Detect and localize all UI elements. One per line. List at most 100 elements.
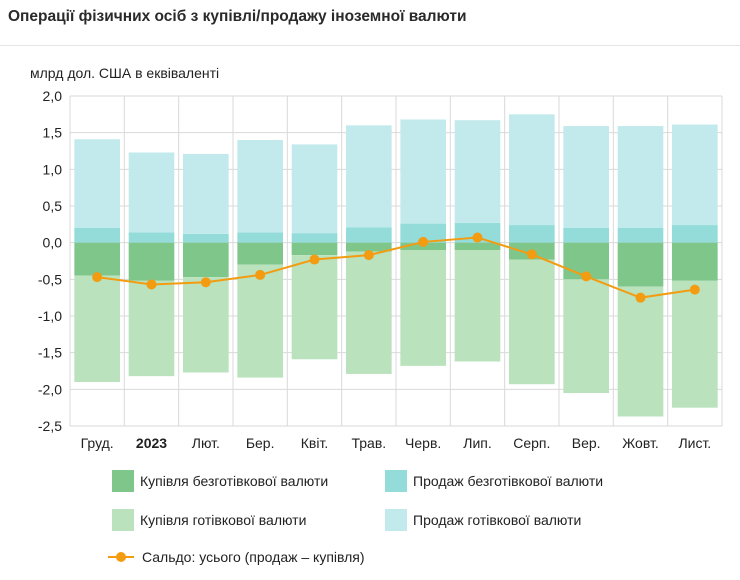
y-axis-label: млрд дол. США в еквіваленті [30, 65, 219, 81]
bar-buy-noncash [454, 242, 501, 250]
balance-point [146, 279, 157, 290]
y-tick-label: 0,0 [43, 235, 63, 251]
balance-line-group [92, 232, 700, 303]
x-tick-label: Лист. [678, 435, 711, 451]
bar-buy-cash [563, 279, 609, 393]
bar-buy-cash [291, 255, 338, 360]
bar-sell-noncash [617, 228, 664, 243]
y-tick-label: -2,5 [38, 418, 62, 434]
bar-sell-noncash [346, 227, 392, 243]
x-tick-label: Трав. [351, 435, 386, 451]
bar-sell-noncash [509, 225, 555, 243]
y-tick-label: -1,0 [38, 308, 62, 324]
x-tick-label: Квіт. [301, 435, 328, 451]
bar-buy-noncash [74, 242, 120, 276]
bar-sell-cash [509, 114, 555, 226]
bar-buy-cash [346, 251, 392, 374]
x-tick-label: Жовт. [622, 435, 658, 451]
bar-buy-noncash [346, 242, 392, 252]
bar-sell-cash [346, 125, 392, 228]
y-tick-label: 2,0 [43, 88, 63, 104]
y-tick-label: 1,5 [43, 125, 63, 141]
legend-swatch-buy-noncash [112, 470, 134, 492]
x-tick-label: Черв. [405, 435, 441, 451]
y-tick-label: 1,0 [43, 161, 63, 177]
bar-buy-noncash [237, 242, 283, 265]
balance-point [581, 271, 592, 282]
legend-label-buy-noncash: Купівля безготівкової валюти [140, 473, 329, 489]
bar-line-chart: млрд дол. США в еквіваленті 2,0 1,5 1,0 0,5… [30, 65, 723, 451]
balance-line [97, 236, 695, 299]
legend-label-balance: Сальдо: усього (продаж – купівля) [142, 549, 365, 565]
balance-point [363, 250, 374, 261]
grid-lines [69, 95, 723, 427]
bar-sell-noncash [400, 223, 446, 243]
bar-sell-noncash [563, 228, 609, 243]
balance-point [92, 272, 103, 283]
bar-sell-cash [672, 124, 718, 226]
y-tick-label: -2,0 [38, 381, 62, 397]
x-tick-label: Лют. [192, 435, 220, 451]
balance-point [472, 232, 483, 243]
x-tick-label: Вер. [572, 435, 601, 451]
legend-label-sell-cash: Продаж готівкової валюти [413, 512, 582, 528]
bar-sell-cash [454, 120, 501, 223]
balance-point [418, 236, 429, 247]
bar-buy-cash [672, 280, 718, 408]
bar-sell-cash [400, 119, 446, 224]
legend-item-sell-cash: Продаж готівкової валюти [385, 509, 581, 531]
bar-buy-cash [400, 250, 446, 366]
bar-sell-noncash [74, 228, 120, 243]
chart-title: Операції фізичних осіб з купівлі/продажу… [8, 8, 467, 25]
y-tick-label: 0,5 [43, 198, 63, 214]
bar-sell-noncash [291, 233, 338, 243]
bar-buy-cash [509, 259, 555, 385]
bar-buy-cash [454, 250, 501, 362]
bar-sell-cash [74, 139, 120, 228]
x-tick-label: Лип. [463, 435, 491, 451]
balance-point [689, 284, 700, 295]
bar-sell-noncash [128, 232, 175, 243]
legend-swatch-sell-noncash [385, 470, 407, 492]
bar-buy-noncash [183, 242, 229, 278]
x-tick-label: 2023 [136, 435, 167, 451]
legend-swatch-sell-cash [385, 509, 407, 531]
bar-sell-cash [617, 126, 664, 228]
y-tick-label: -0,5 [38, 271, 62, 287]
balance-point [635, 292, 646, 303]
bar-sell-noncash [183, 233, 229, 243]
legend-swatch-balance [108, 546, 134, 568]
legend-label-sell-noncash: Продаж безготівкової валюти [413, 473, 604, 489]
y-tick-labels: 2,0 1,5 1,0 0,5 0,0 -0,5 -1,0 -1,5 -2,0 -2,5 [38, 88, 62, 434]
legend-label-buy-cash: Купівля готівкової валюти [140, 512, 307, 528]
legend-item-balance: Сальдо: усього (продаж – купівля) [108, 546, 365, 568]
bar-buy-noncash [617, 242, 664, 287]
bar-sell-cash [183, 153, 229, 234]
bar-sell-cash [237, 140, 283, 233]
legend-swatch-buy-cash [112, 509, 134, 531]
balance-point [200, 277, 211, 288]
legend-item-buy-cash: Купівля готівкової валюти [112, 509, 306, 531]
y-tick-label: -1,5 [38, 345, 62, 361]
x-tick-label: Серп. [513, 435, 550, 451]
title-divider [0, 45, 740, 46]
x-tick-label: Бер. [246, 435, 275, 451]
bar-buy-cash [128, 280, 175, 377]
balance-point [526, 249, 537, 260]
x-tick-labels: Груд. 2023 Лют. Бер. Квіт. Трав. Черв. Лип. Серп… [81, 435, 712, 451]
bar-buy-noncash [291, 242, 338, 256]
bars-group [74, 114, 718, 417]
bar-sell-cash [291, 144, 338, 234]
bar-buy-cash [74, 275, 120, 382]
bar-buy-cash [617, 286, 664, 417]
bar-sell-noncash [672, 225, 718, 243]
bar-sell-noncash [237, 232, 283, 243]
x-tick-label: Груд. [81, 435, 114, 451]
bar-sell-cash [563, 126, 609, 228]
legend-item-buy-noncash: Купівля безготівкової валюти [112, 470, 328, 492]
legend-item-sell-noncash: Продаж безготівкової валюти [385, 470, 603, 492]
bar-sell-cash [128, 152, 175, 233]
bar-buy-cash [183, 277, 229, 373]
bar-buy-noncash [128, 242, 175, 281]
balance-point [309, 254, 320, 265]
